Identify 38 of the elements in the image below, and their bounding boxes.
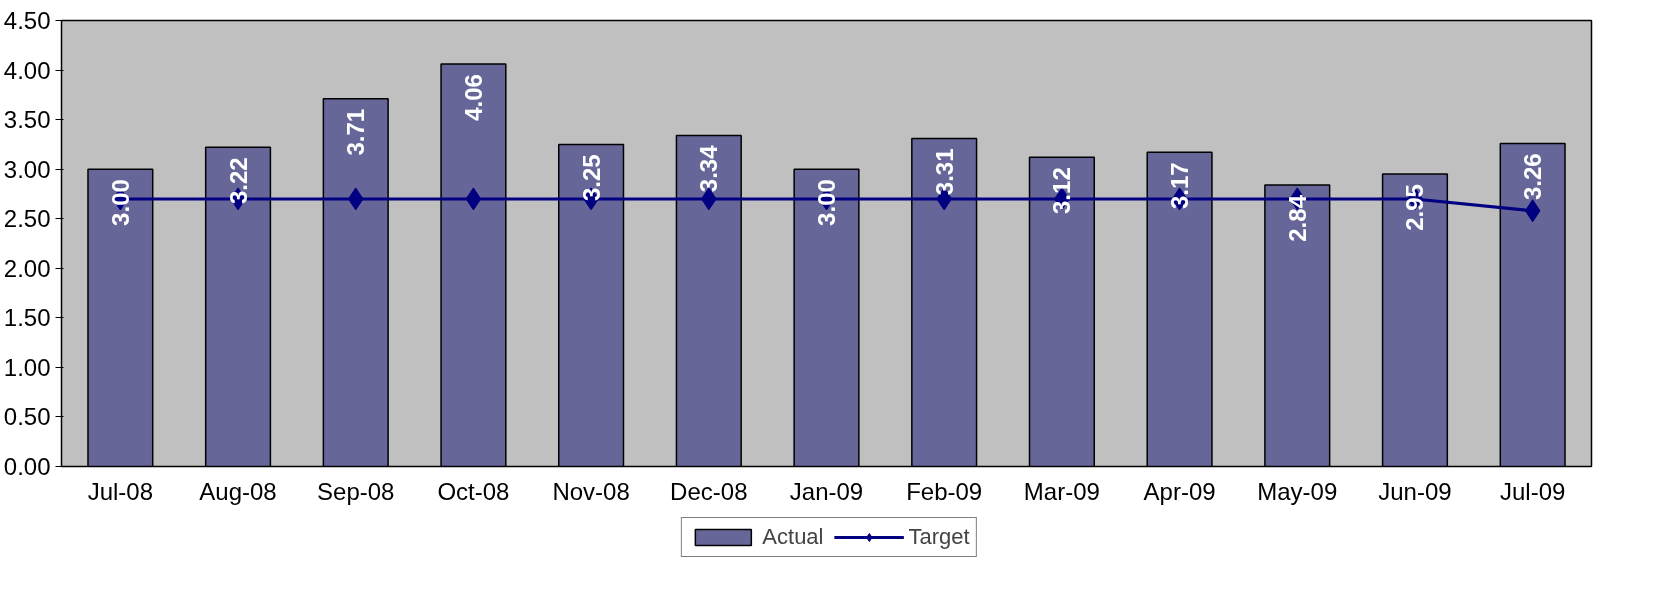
x-tick-label: Apr-09 bbox=[1143, 477, 1216, 505]
legend-label: Target bbox=[908, 524, 970, 550]
x-tick-label: Jan-09 bbox=[789, 477, 864, 505]
x-tick-label: May-09 bbox=[1257, 477, 1338, 505]
text: 4.50 bbox=[3, 7, 51, 34]
x-tick-label: Feb-09 bbox=[906, 477, 983, 505]
x-tick-label: Aug-08 bbox=[199, 477, 277, 505]
data-label: 2.95 bbox=[1401, 184, 1429, 231]
x-tick-label: Sep-08 bbox=[317, 477, 395, 505]
data-label: 3.17 bbox=[1166, 162, 1194, 210]
data-label: 3.26 bbox=[1519, 153, 1547, 201]
data-label: 3.25 bbox=[577, 154, 605, 202]
x-tick-label: Jun-09 bbox=[1378, 477, 1452, 505]
text: 1.00 bbox=[3, 353, 51, 381]
data-label: 3.12 bbox=[1048, 167, 1076, 214]
text: 3.00 bbox=[3, 155, 51, 183]
text: 4.00 bbox=[3, 56, 51, 84]
data-label: 3.34 bbox=[695, 144, 723, 193]
x-tick-label: Jul-09 bbox=[1499, 477, 1566, 505]
x-tick-label: Mar-09 bbox=[1023, 477, 1100, 505]
x-tick-label: Jul-08 bbox=[87, 477, 154, 505]
text: 2.50 bbox=[3, 205, 51, 233]
data-label: 3.22 bbox=[224, 157, 252, 205]
data-label: 3.00 bbox=[106, 179, 134, 226]
data-label: 3.31 bbox=[930, 148, 958, 196]
text: 0.00 bbox=[3, 453, 51, 480]
text: 2.00 bbox=[3, 254, 51, 282]
data-label: 3.71 bbox=[342, 108, 370, 156]
legend-label: Actual bbox=[762, 524, 824, 550]
text: 1.50 bbox=[3, 304, 51, 332]
data-label: 4.06 bbox=[459, 74, 487, 121]
x-tick-label: Oct-08 bbox=[437, 477, 510, 505]
text: 3.50 bbox=[3, 106, 51, 134]
x-tick-label: Nov-08 bbox=[552, 477, 630, 505]
x-tick-label: Dec-08 bbox=[670, 477, 748, 505]
data-label: 3.00 bbox=[813, 179, 840, 226]
text: 0.50 bbox=[3, 403, 51, 431]
data-label: 2.84 bbox=[1283, 194, 1311, 242]
